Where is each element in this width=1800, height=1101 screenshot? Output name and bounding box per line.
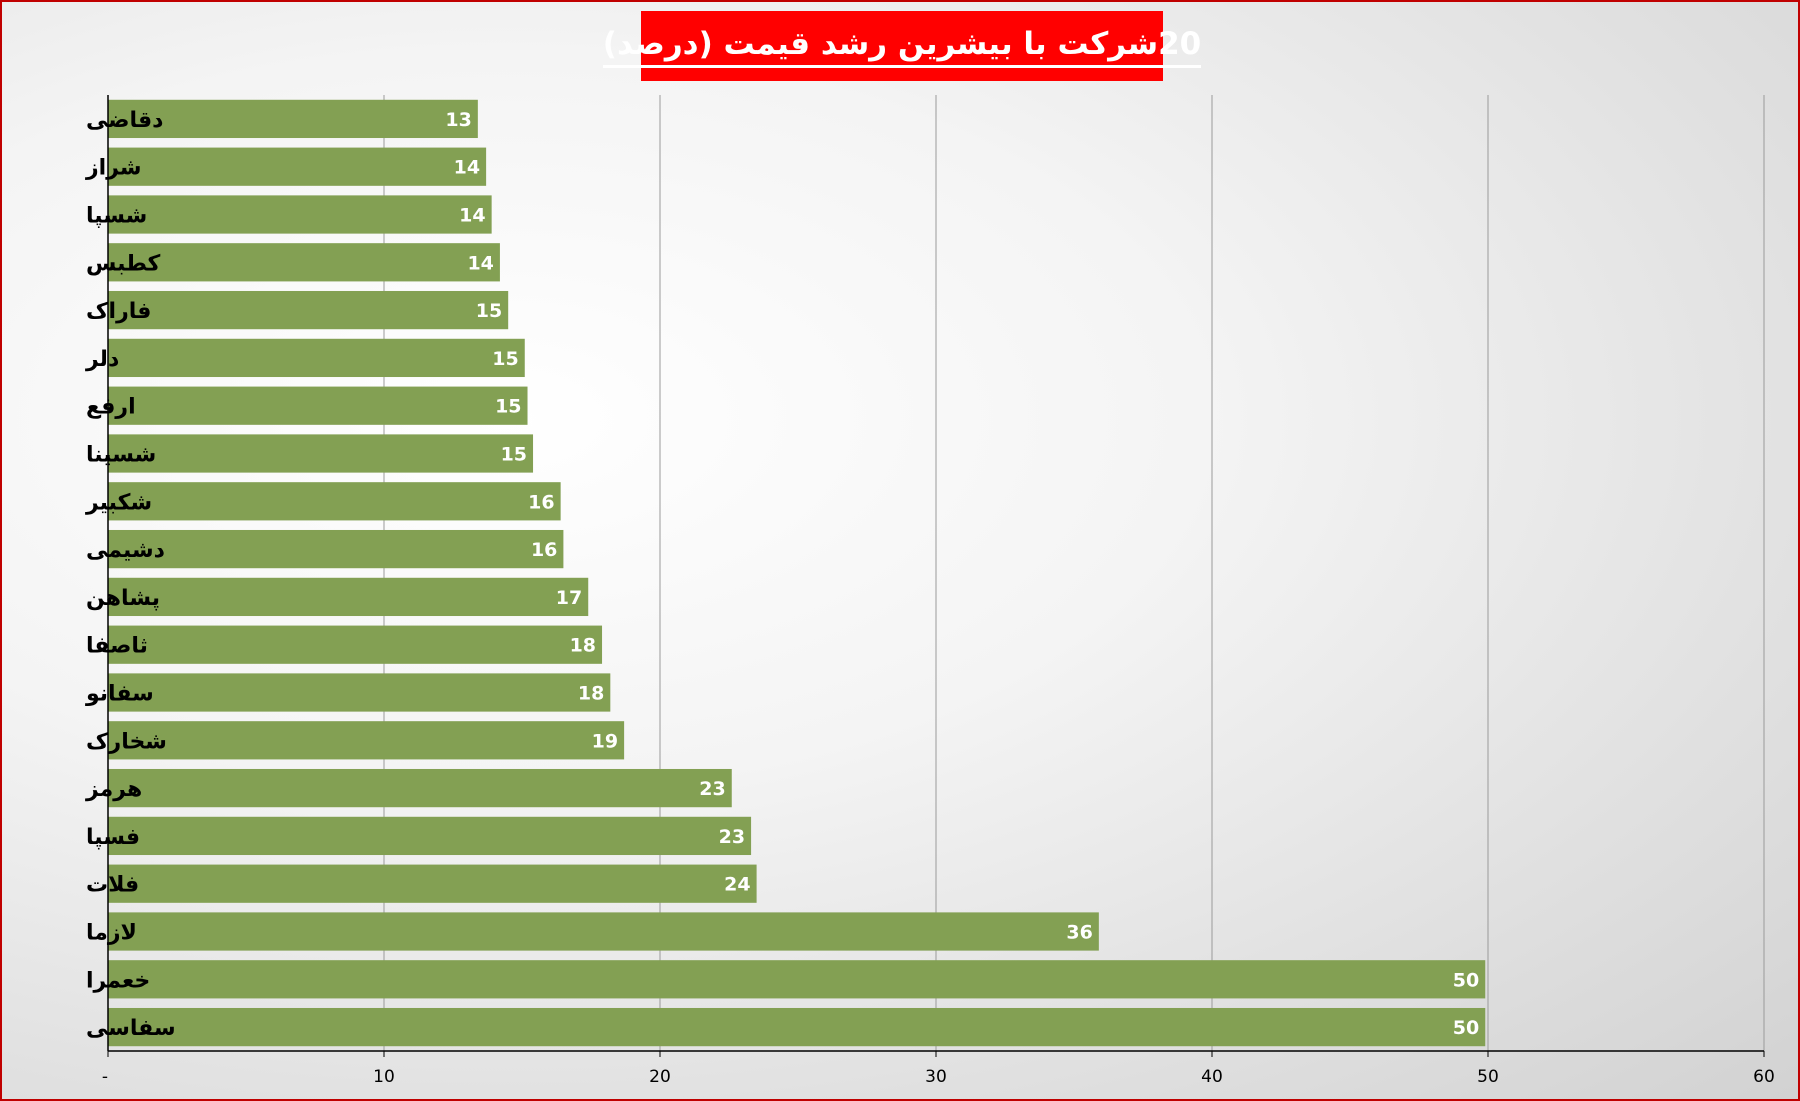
category-label: ثاصفا: [86, 634, 148, 659]
bar-value-label: 50: [1453, 969, 1479, 991]
bar-value-label: 16: [528, 491, 554, 513]
category-label: لازما: [86, 921, 137, 946]
bar-value-label: 15: [501, 444, 527, 466]
category-label: فسپا: [86, 825, 140, 850]
bar-value-label: 19: [592, 730, 618, 752]
chart-title-box: 20شرکت با بیشرین رشد قیمت (درصد): [602, 11, 1202, 81]
x-tick-label: 20: [649, 1067, 671, 1087]
bar: [108, 482, 561, 521]
category-label: خعمرا: [86, 968, 150, 993]
x-tick-label: 50: [1477, 1067, 1499, 1087]
bar-value-label: 23: [719, 826, 745, 848]
bar: [108, 434, 534, 473]
x-tick-label: 60: [1753, 1067, 1775, 1087]
x-tick-label: -: [102, 1067, 108, 1087]
category-label: سفانو: [85, 682, 154, 707]
x-tick-label: 40: [1201, 1067, 1223, 1087]
bar-value-label: 50: [1453, 1017, 1479, 1039]
bar-value-label: 24: [724, 874, 750, 896]
chart-title: 20شرکت با بیشرین رشد قیمت (درصد): [602, 24, 1202, 68]
bar: [108, 625, 603, 664]
category-label: دلر: [85, 347, 119, 372]
bar: [108, 99, 478, 139]
bar-value-label: 23: [699, 778, 725, 800]
bar: [108, 338, 525, 378]
bar: [108, 290, 509, 330]
bar-value-label: 14: [467, 252, 493, 274]
bar-value-label: 17: [556, 587, 582, 609]
bar: [108, 529, 564, 569]
category-label: کطبس: [86, 251, 161, 276]
category-label: شسینا: [86, 443, 156, 468]
bar: [108, 768, 732, 808]
category-label: فلات: [86, 873, 139, 898]
x-tick-label: 10: [373, 1067, 395, 1087]
bar-value-label: 15: [476, 300, 502, 322]
bar-value-label: 16: [531, 539, 557, 561]
bar-value-label: 14: [454, 157, 480, 179]
category-label: پشاهن: [86, 586, 160, 611]
category-label: شخارک: [86, 729, 167, 754]
category-label: دشیمی: [86, 538, 165, 563]
category-label: ارفع: [86, 395, 136, 420]
bar: [108, 1007, 1486, 1047]
category-label: دقاضی: [86, 108, 163, 133]
bar-value-label: 15: [495, 396, 521, 418]
bar-value-label: 15: [492, 348, 518, 370]
category-label: شکبیر: [85, 490, 152, 515]
category-label: شراز: [85, 156, 142, 181]
bar: [108, 147, 487, 186]
category-label: شسپا: [86, 204, 147, 229]
bar-value-label: 36: [1066, 922, 1092, 944]
bar: [108, 721, 625, 760]
category-label: فاراک: [86, 299, 151, 324]
bar: [108, 816, 752, 856]
bar-value-label: 13: [445, 109, 471, 131]
category-label: سفاسی: [86, 1016, 176, 1041]
bar: [108, 960, 1486, 999]
bar-value-label: 18: [578, 683, 604, 705]
bar: [108, 386, 528, 425]
bar: [108, 673, 611, 712]
bar: [108, 864, 757, 903]
bar: [108, 577, 589, 617]
x-tick-label: 30: [925, 1067, 947, 1087]
bar: [108, 243, 500, 282]
bar-value-label: 18: [570, 635, 596, 657]
bar: [108, 195, 492, 234]
bar-value-label: 14: [459, 205, 485, 227]
bar: [108, 912, 1099, 951]
category-label: هرمز: [85, 777, 142, 802]
